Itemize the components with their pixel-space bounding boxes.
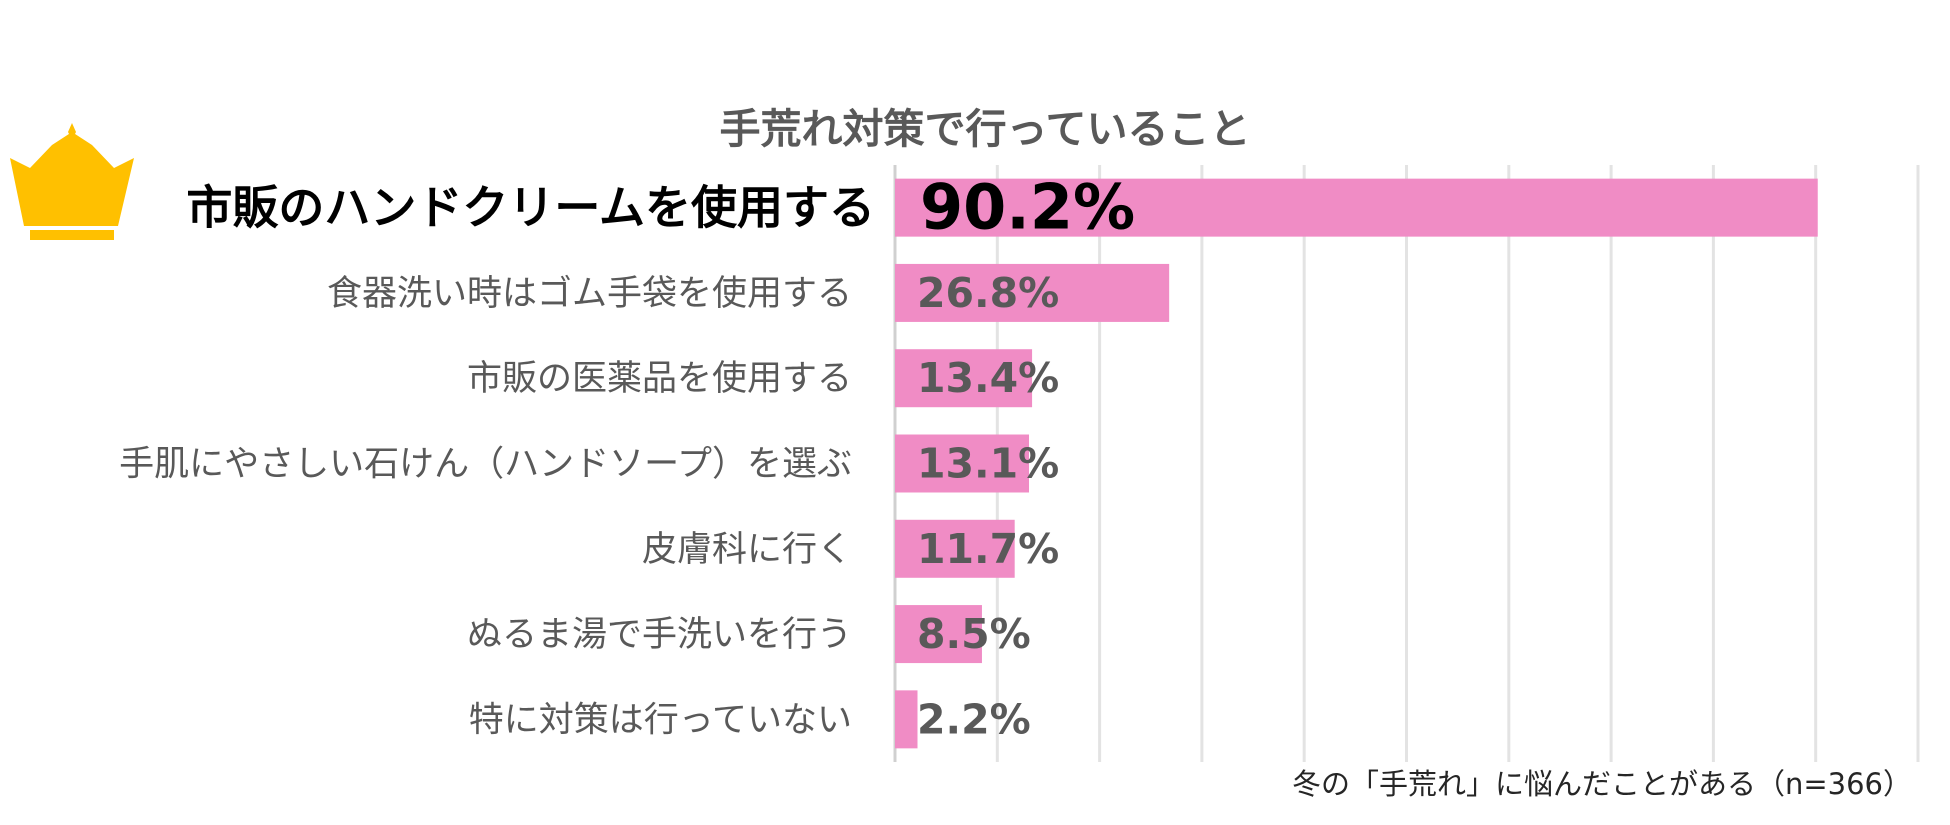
bars [895,178,1818,749]
data-label: 11.7% [917,525,1059,573]
category-label: 市販の医薬品を使用する [467,359,852,399]
bar [895,434,1030,493]
category-label: 特に対策は行っていない [469,700,852,740]
category-label: 食器洗い時はゴム手袋を使用する [327,274,852,314]
data-labels: 90.2% 26.8% 13.4% 13.1% 11.7% 8.5% 2.2% [917,171,1135,744]
data-label: 13.4% [917,354,1059,402]
bar [895,178,1818,237]
crown-icon [10,123,134,240]
data-label: 2.2% [917,695,1031,743]
category-label: 手肌にやさしい石けん（ハンドソープ）を選ぶ [119,445,852,485]
bar [895,349,1033,408]
chart-footnote: 冬の「手荒れ」に悩んだことがある（n=366） [1292,767,1912,801]
category-label: ぬるま湯で手洗いを行う [467,615,852,655]
bar [895,519,1015,578]
data-label: 26.8% [917,269,1059,317]
category-labels: 市販のハンドクリームを使用する食器洗い時はゴム手袋を使用する市販の医薬品を使用す… [119,181,875,741]
bar [895,690,918,749]
data-label: 13.1% [917,440,1059,488]
bar [895,605,982,664]
chart-title: 手荒れ対策で行っていること [720,105,1251,153]
data-label: 90.2% [920,171,1135,244]
category-label: 皮膚科に行く [642,530,852,570]
bar [895,263,1170,322]
data-label: 8.5% [917,610,1031,658]
category-label: 市販のハンドクリームを使用する [186,181,875,235]
